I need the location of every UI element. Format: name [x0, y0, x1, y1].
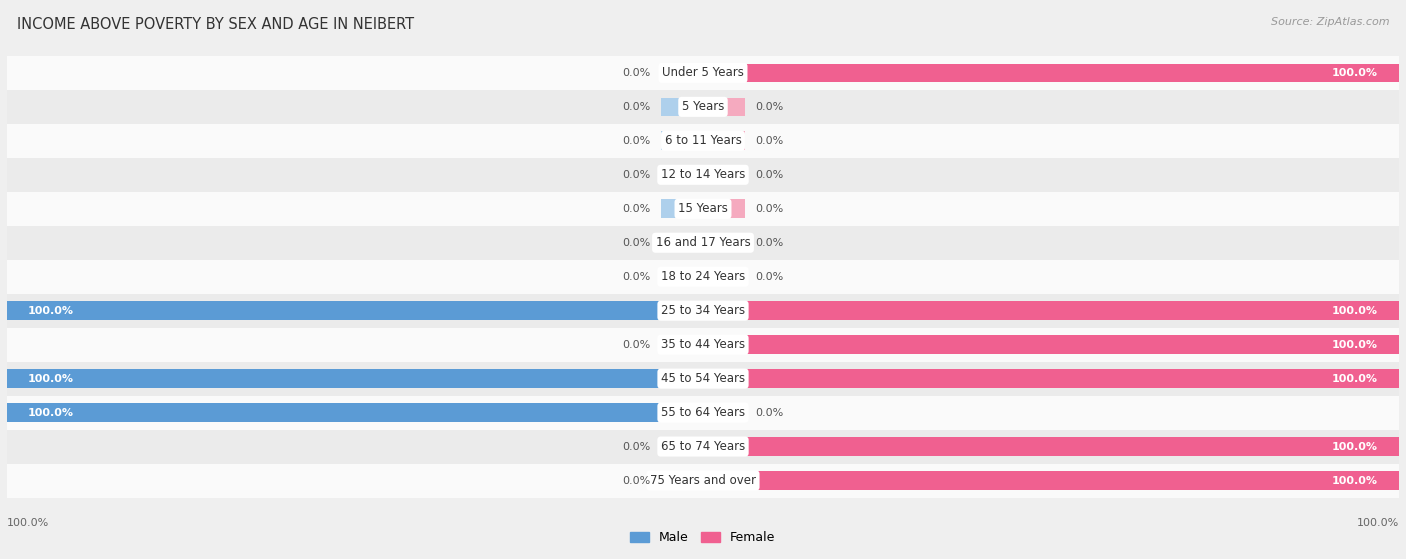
Bar — [7, 369, 703, 388]
Text: 0.0%: 0.0% — [623, 340, 651, 349]
Bar — [7, 328, 1399, 362]
Text: 0.0%: 0.0% — [623, 170, 651, 180]
Text: 100.0%: 100.0% — [28, 408, 75, 418]
Bar — [7, 362, 1399, 396]
Bar — [7, 429, 1399, 463]
Bar — [661, 165, 703, 184]
Text: 75 Years and over: 75 Years and over — [650, 474, 756, 487]
Bar — [7, 260, 1399, 293]
Bar — [703, 335, 1399, 354]
Bar — [7, 124, 1399, 158]
Text: 0.0%: 0.0% — [755, 272, 783, 282]
Bar — [7, 226, 1399, 260]
Text: 0.0%: 0.0% — [755, 102, 783, 112]
Bar — [7, 293, 1399, 328]
Text: 100.0%: 100.0% — [7, 518, 49, 528]
Text: 0.0%: 0.0% — [623, 102, 651, 112]
Text: 0.0%: 0.0% — [623, 238, 651, 248]
Bar — [661, 234, 703, 252]
Bar — [703, 64, 1399, 82]
Bar — [661, 131, 703, 150]
Bar — [703, 369, 1399, 388]
Text: 55 to 64 Years: 55 to 64 Years — [661, 406, 745, 419]
Bar — [7, 301, 703, 320]
Text: 16 and 17 Years: 16 and 17 Years — [655, 236, 751, 249]
Text: Under 5 Years: Under 5 Years — [662, 67, 744, 79]
Text: 100.0%: 100.0% — [28, 373, 75, 383]
Legend: Male, Female: Male, Female — [630, 531, 776, 544]
Text: INCOME ABOVE POVERTY BY SEX AND AGE IN NEIBERT: INCOME ABOVE POVERTY BY SEX AND AGE IN N… — [17, 17, 413, 32]
Bar — [703, 234, 745, 252]
Bar — [661, 97, 703, 116]
Bar — [661, 267, 703, 286]
Text: 100.0%: 100.0% — [1331, 442, 1378, 452]
Text: 0.0%: 0.0% — [623, 204, 651, 214]
Bar — [703, 437, 1399, 456]
Text: 0.0%: 0.0% — [755, 408, 783, 418]
Bar — [703, 200, 745, 218]
Text: 65 to 74 Years: 65 to 74 Years — [661, 440, 745, 453]
Text: 100.0%: 100.0% — [1331, 68, 1378, 78]
Text: 5 Years: 5 Years — [682, 101, 724, 113]
Bar — [7, 192, 1399, 226]
Bar — [661, 471, 703, 490]
Bar — [7, 158, 1399, 192]
Text: 0.0%: 0.0% — [623, 442, 651, 452]
Bar — [661, 335, 703, 354]
Text: 100.0%: 100.0% — [1357, 518, 1399, 528]
Bar — [7, 90, 1399, 124]
Text: 25 to 34 Years: 25 to 34 Years — [661, 304, 745, 317]
Text: 0.0%: 0.0% — [755, 204, 783, 214]
Text: 100.0%: 100.0% — [1331, 373, 1378, 383]
Text: 0.0%: 0.0% — [623, 272, 651, 282]
Text: 6 to 11 Years: 6 to 11 Years — [665, 134, 741, 148]
Bar — [661, 200, 703, 218]
Bar — [661, 437, 703, 456]
Text: Source: ZipAtlas.com: Source: ZipAtlas.com — [1271, 17, 1389, 27]
Text: 35 to 44 Years: 35 to 44 Years — [661, 338, 745, 351]
Text: 18 to 24 Years: 18 to 24 Years — [661, 270, 745, 283]
Text: 100.0%: 100.0% — [1331, 306, 1378, 316]
Text: 0.0%: 0.0% — [755, 170, 783, 180]
Bar — [7, 56, 1399, 90]
Bar — [703, 97, 745, 116]
Bar — [703, 165, 745, 184]
Text: 0.0%: 0.0% — [755, 136, 783, 146]
Text: 100.0%: 100.0% — [28, 306, 75, 316]
Text: 45 to 54 Years: 45 to 54 Years — [661, 372, 745, 385]
Bar — [703, 301, 1399, 320]
Text: 100.0%: 100.0% — [1331, 340, 1378, 349]
Bar — [703, 403, 745, 422]
Text: 12 to 14 Years: 12 to 14 Years — [661, 168, 745, 181]
Bar — [703, 131, 745, 150]
Bar — [703, 267, 745, 286]
Text: 0.0%: 0.0% — [623, 136, 651, 146]
Text: 0.0%: 0.0% — [623, 68, 651, 78]
Bar — [7, 463, 1399, 498]
Bar — [7, 396, 1399, 429]
Bar — [703, 471, 1399, 490]
Text: 100.0%: 100.0% — [1331, 476, 1378, 486]
Text: 15 Years: 15 Years — [678, 202, 728, 215]
Text: 0.0%: 0.0% — [755, 238, 783, 248]
Text: 0.0%: 0.0% — [623, 476, 651, 486]
Bar — [661, 64, 703, 82]
Bar — [7, 403, 703, 422]
